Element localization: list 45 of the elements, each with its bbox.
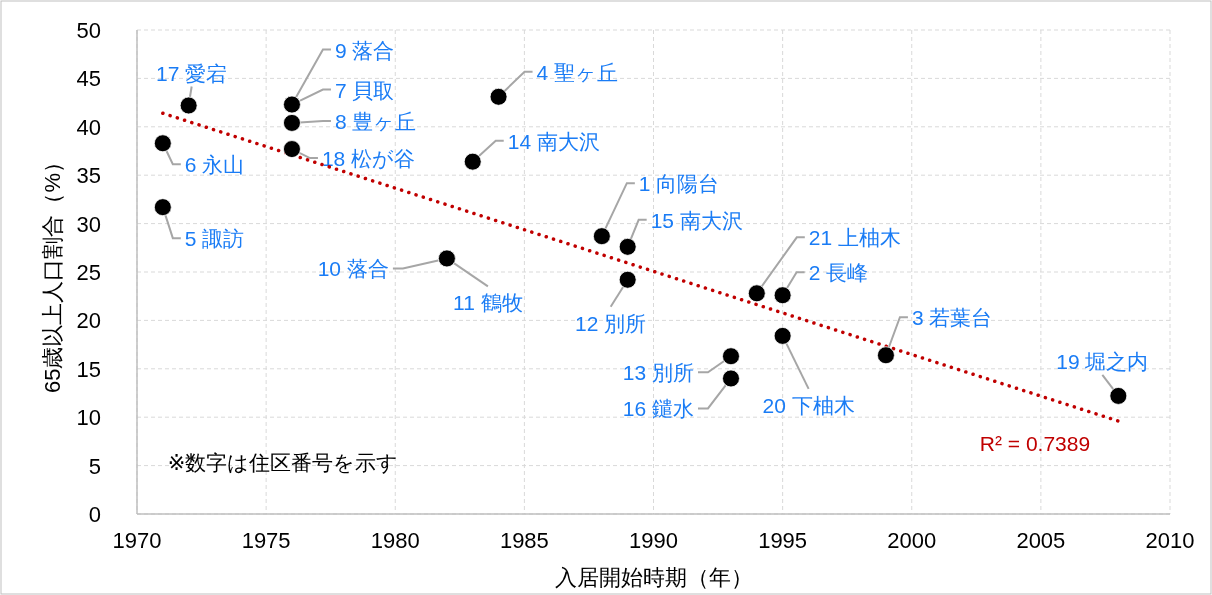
x-tick-label: 1990: [629, 528, 678, 553]
x-tick-label: 1970: [112, 528, 162, 553]
y-tick-label: 45: [76, 66, 101, 92]
annotation: 15 南大沢: [650, 208, 743, 232]
y-tick-label: 10: [76, 405, 101, 431]
annotation: 20 下柚木: [762, 393, 855, 417]
annotation: 18 松が谷: [321, 147, 416, 171]
annotation: 19 堀之内: [1056, 349, 1149, 373]
y-tick-label: 35: [76, 163, 101, 189]
annotation: 16 鑓水: [622, 397, 694, 421]
annotation: 21 上柚木: [808, 226, 901, 250]
x-tick-label: 2005: [1016, 528, 1066, 553]
annotation: 12 別所: [575, 311, 647, 335]
annotation: 14 南大沢: [507, 129, 600, 153]
annotation: 7 貝取: [334, 78, 395, 102]
y-tick-label: 40: [76, 114, 101, 140]
annotation: 1 向陽台: [638, 172, 720, 196]
annotation: 13 別所: [622, 361, 694, 385]
annotation: ※数字は住区番号を示す: [167, 451, 399, 474]
y-tick-label: 25: [76, 260, 101, 285]
y-tick-label: 15: [76, 356, 101, 382]
y-tick-label: 30: [76, 211, 101, 237]
annotation: 11 鶴牧: [453, 291, 523, 315]
x-tick-label: 1995: [758, 528, 808, 553]
x-axis-title: 入居開始時期（年）: [554, 565, 753, 590]
annotation: 3 若葉台: [911, 306, 993, 330]
y-tick-label: 5: [88, 453, 101, 479]
annotation: 10 落合: [317, 257, 389, 281]
y-tick-label: 50: [76, 18, 101, 43]
annotation: R² = 0.7389: [979, 432, 1091, 455]
x-tick-label: 1975: [241, 528, 291, 553]
annotation: 9 落合: [334, 38, 395, 62]
annotation: 17 愛宕: [156, 61, 228, 85]
x-tick-label: 1985: [499, 528, 549, 553]
y-axis-title: 65歳以上人口割合（%）: [40, 150, 65, 394]
x-tick-label: 2010: [1145, 528, 1195, 553]
annotation: 2 長峰: [808, 261, 869, 285]
annotation: 6 永山: [184, 153, 245, 177]
annotation: 8 豊ヶ丘: [334, 109, 417, 133]
y-tick-label: 0: [88, 502, 101, 527]
annotation: 5 諏訪: [184, 227, 245, 251]
x-tick-label: 1980: [370, 528, 420, 553]
y-tick-label: 20: [76, 308, 101, 334]
x-tick-label: 2000: [887, 528, 937, 553]
annotation: 4 聖ヶ丘: [536, 60, 619, 84]
